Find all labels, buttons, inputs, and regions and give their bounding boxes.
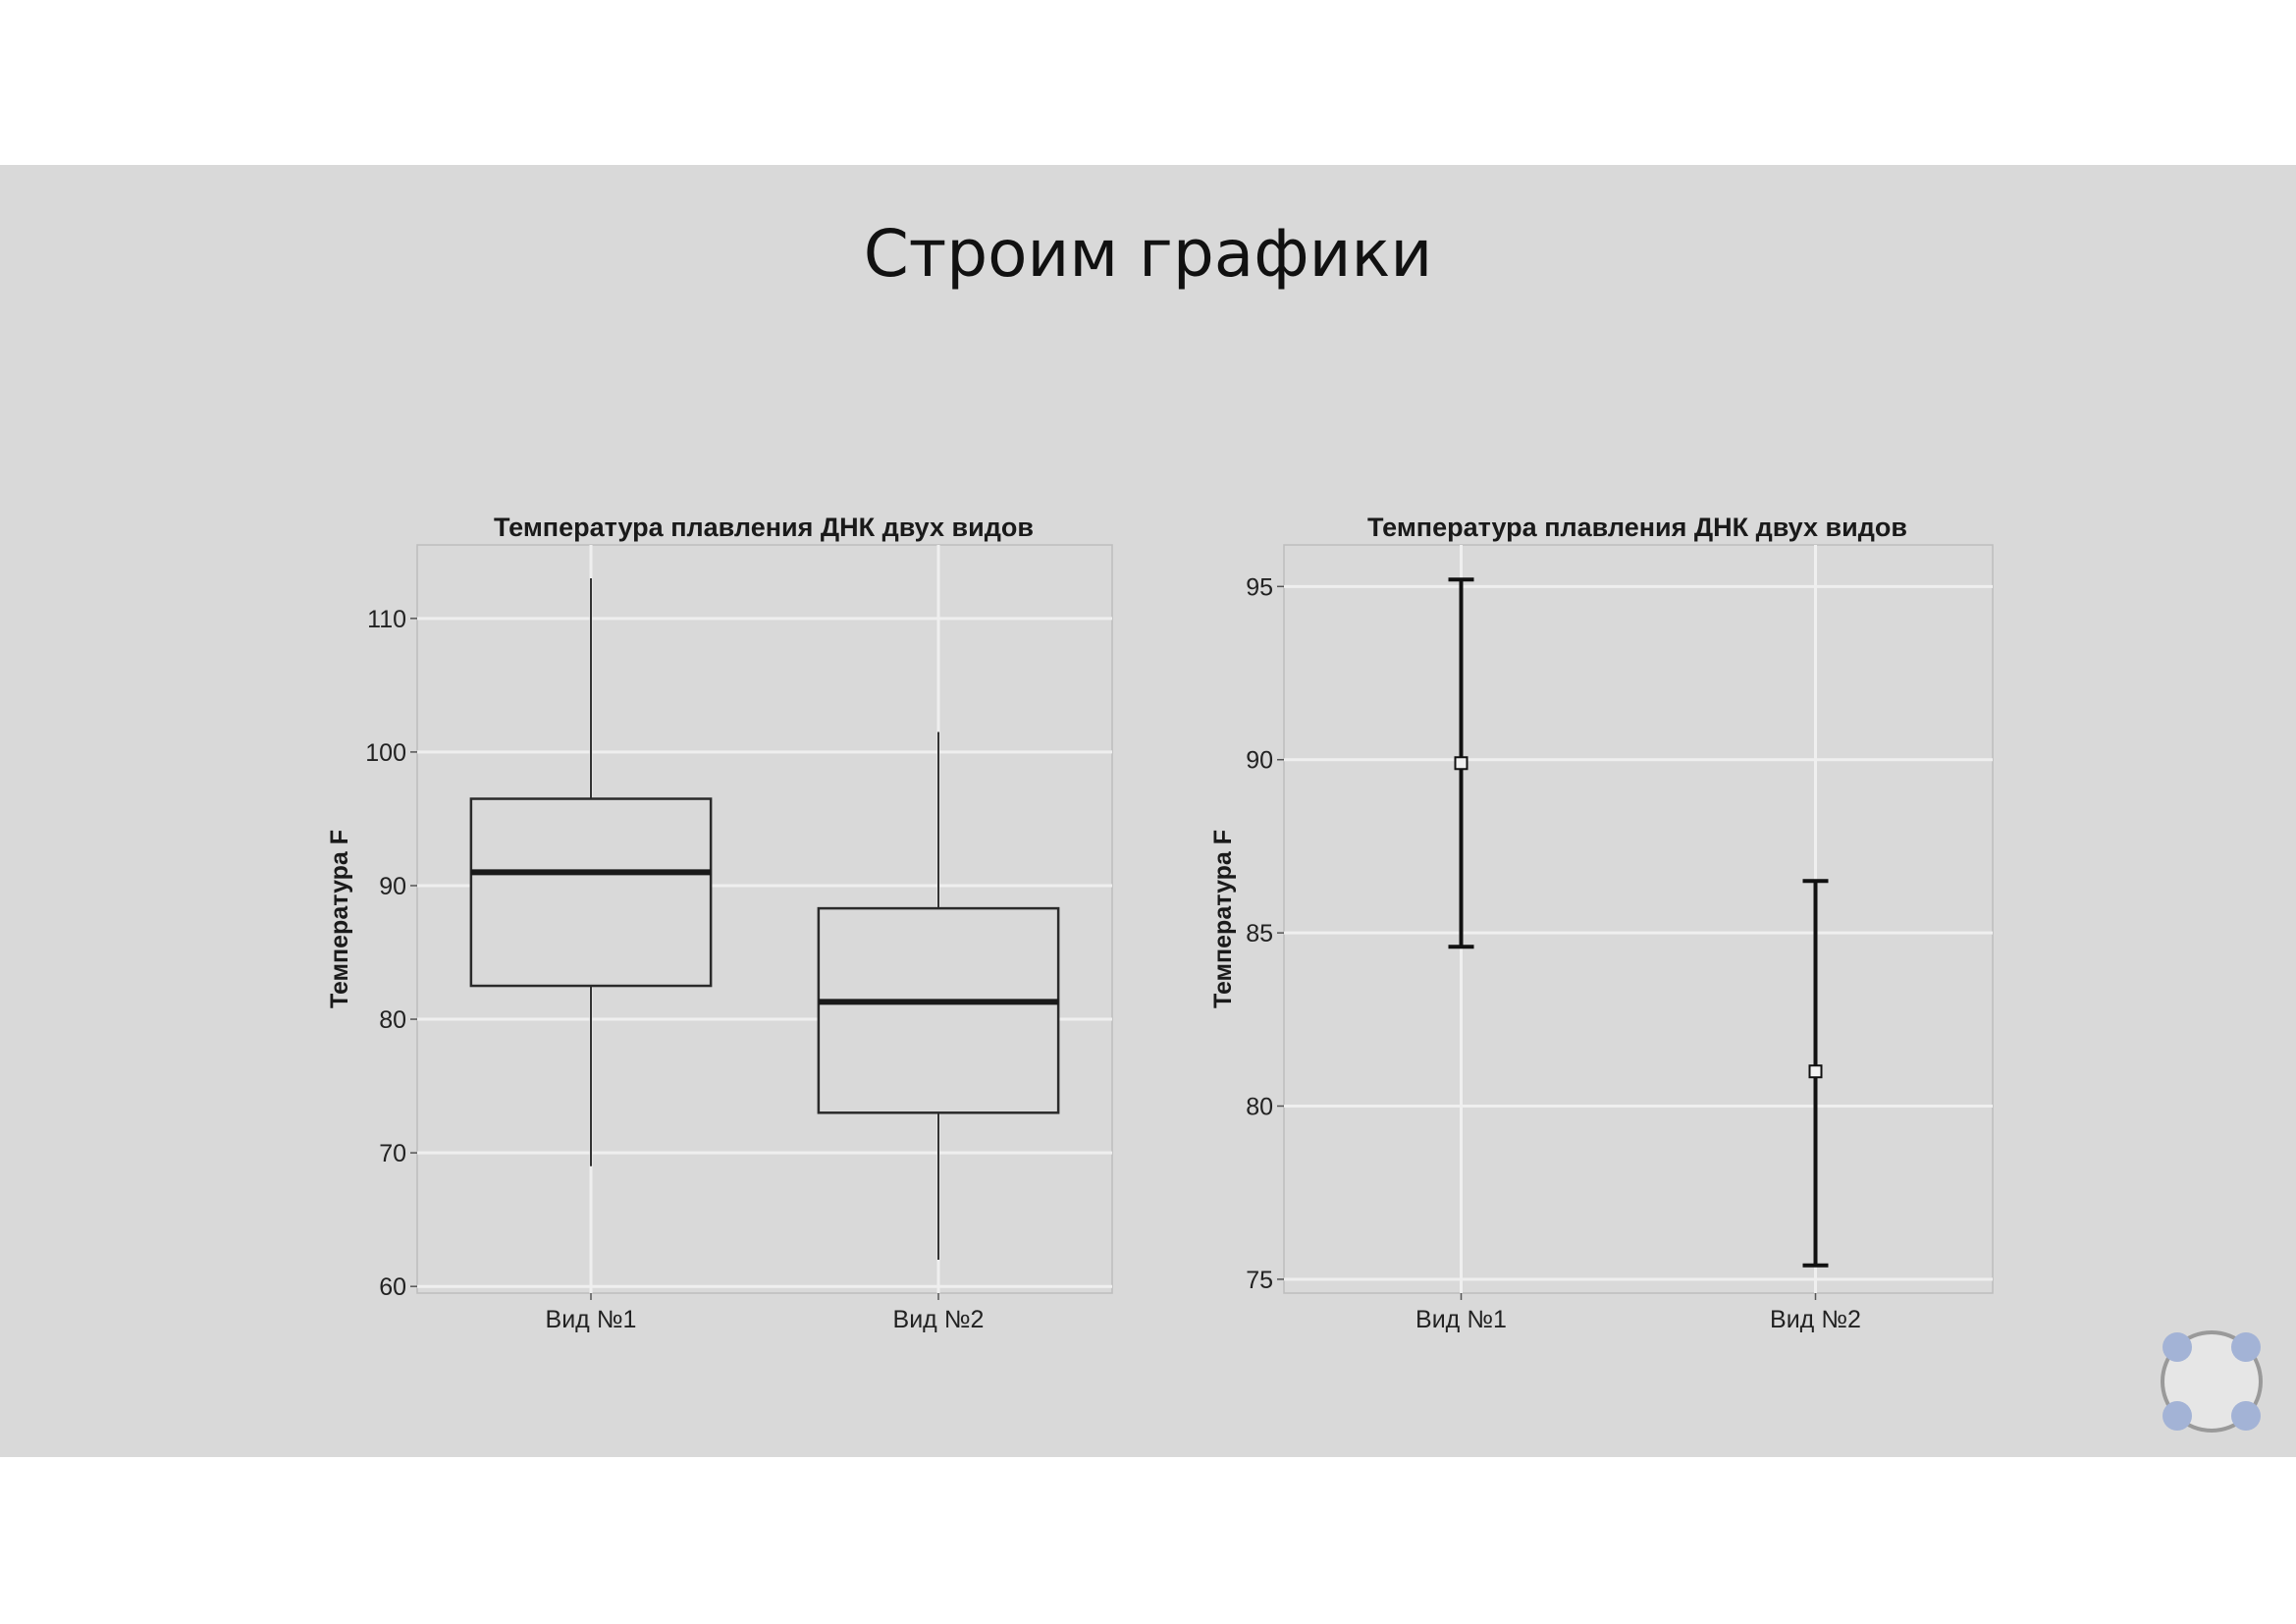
- slide-title: Строим графики: [863, 216, 1433, 292]
- marks: [469, 578, 1060, 1260]
- error-bar-chart: Температура плавления ДНК двух видов 75 8…: [1209, 513, 1994, 1333]
- plot-panel: [1283, 544, 1994, 1294]
- y-axis-label: Температура F: [1209, 830, 1237, 1008]
- x-tick-label: Вид №2: [1770, 1306, 1861, 1333]
- y-tick-label: 90: [379, 873, 406, 900]
- y-axis-label: Температура F: [326, 830, 353, 1008]
- y-tick-label: 95: [1246, 573, 1273, 601]
- x-tick-labels: Вид №1 Вид №2: [1415, 1293, 1861, 1333]
- x-tick-label: Вид №2: [893, 1306, 985, 1333]
- y-tick-label: 110: [367, 606, 406, 633]
- nav-button-bottom-left[interactable]: [2163, 1401, 2192, 1431]
- y-tick-labels: 60 70 80 90 100 110: [365, 606, 417, 1301]
- nav-button-top-right[interactable]: [2231, 1332, 2261, 1362]
- navigation-widget-icon[interactable]: [2158, 1327, 2266, 1435]
- y-tick-label: 60: [379, 1273, 406, 1301]
- y-tick-label: 100: [365, 739, 406, 767]
- y-tick-label: 80: [379, 1006, 406, 1034]
- box: [817, 906, 1060, 1114]
- mean-point: [1808, 1064, 1823, 1079]
- y-tick-label: 80: [1246, 1094, 1273, 1121]
- nav-button-bottom-right[interactable]: [2231, 1401, 2261, 1431]
- mean-point: [1454, 756, 1468, 771]
- x-tick-label: Вид №1: [546, 1306, 637, 1333]
- y-tick-label: 75: [1246, 1267, 1273, 1294]
- y-tick-label: 85: [1246, 920, 1273, 947]
- chart-title: Температура плавления ДНК двух видов: [494, 513, 1034, 542]
- y-tick-labels: 75 80 85 90 95: [1246, 573, 1284, 1294]
- y-tick-label: 70: [379, 1140, 406, 1167]
- chart-title: Температура плавления ДНК двух видов: [1367, 513, 1907, 542]
- y-tick-label: 90: [1246, 747, 1273, 775]
- box: [469, 797, 713, 988]
- x-tick-label: Вид №1: [1415, 1306, 1507, 1333]
- box-plot-chart: Температура плавления ДНК двух видов 60 7…: [326, 513, 1113, 1333]
- x-tick-labels: Вид №1 Вид №2: [546, 1293, 985, 1333]
- marks: [1448, 577, 1829, 1268]
- nav-button-top-left[interactable]: [2163, 1332, 2192, 1362]
- grid-lines: [1284, 584, 1993, 1281]
